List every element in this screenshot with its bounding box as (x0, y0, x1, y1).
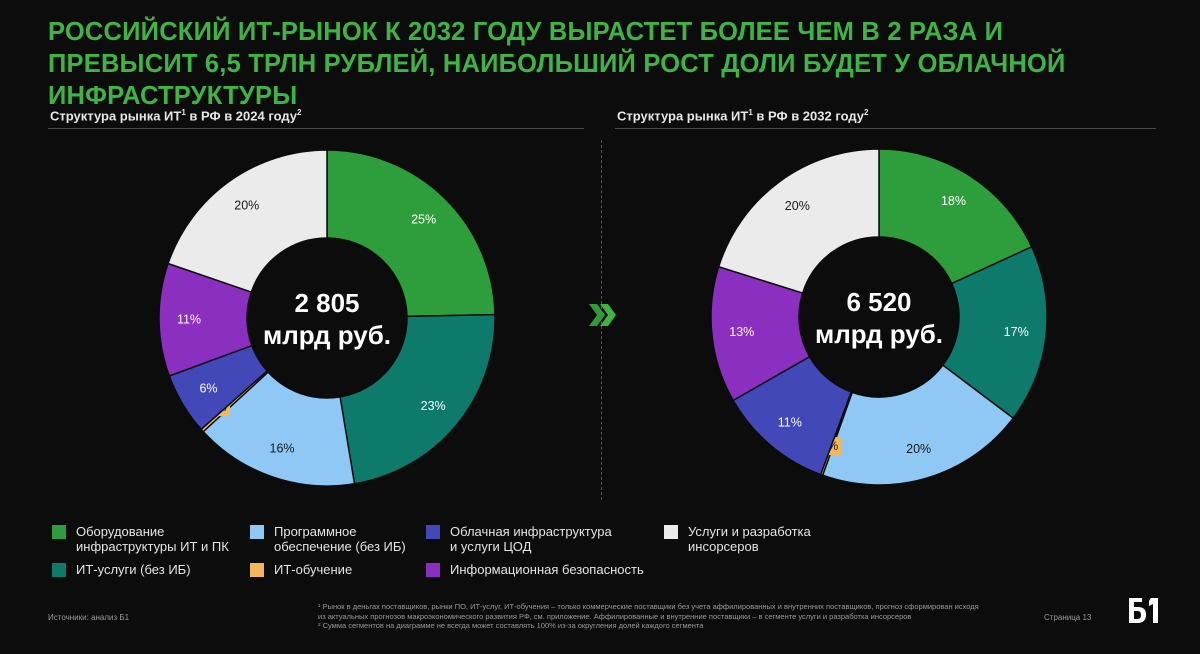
chevron-right-icon (589, 304, 616, 326)
center-total-value: 6 520 (846, 287, 911, 317)
center-total-value: 2 805 (294, 288, 359, 318)
legend-label: Облачная инфраструктура и услуги ЦОД (450, 524, 612, 554)
footnote-2: ² Сумма сегментов на диаграмме не всегда… (318, 621, 704, 630)
chart-2024-title: Структура рынка ИТ1 в РФ в 2024 году2 (50, 108, 302, 124)
slice-label: 20% (234, 199, 259, 213)
legend-label: Оборудование инфраструктуры ИТ и ПК (76, 524, 229, 554)
slice-label: 16% (270, 441, 295, 455)
legend-swatch (52, 525, 66, 539)
slice-label: 18% (941, 194, 966, 208)
legend-item-it-training: ИТ-обучение (250, 562, 352, 577)
slice-label: 6% (199, 382, 217, 396)
donut-hole (800, 238, 958, 396)
slice-label: 25% (411, 212, 436, 226)
chart-2024-title-rule (48, 128, 584, 129)
slice-label: 11% (177, 312, 201, 326)
slice-label: 17% (1004, 325, 1029, 339)
legend-swatch (664, 525, 678, 539)
donut-slice-программное-обеспечение-без-иб (821, 364, 1015, 486)
donut-slice-услуги-и-разработка-инсорсеров (167, 149, 328, 294)
legend-label: Услуги и разработка инсорсеров (688, 524, 811, 554)
center-divider (601, 140, 602, 500)
donut-hole (248, 239, 406, 397)
legend-swatch (52, 563, 66, 577)
chart-2032-title-rule (615, 128, 1156, 129)
legend-swatch (426, 563, 440, 577)
source-note: Источники: анализ Б1 (48, 613, 130, 622)
legend-item-hardware: Оборудование инфраструктуры ИТ и ПК (52, 524, 229, 554)
center-total-unit: млрд руб. (263, 320, 391, 350)
slice-label: 13% (729, 325, 754, 339)
legend-item-it-services: ИТ-услуги (без ИБ) (52, 562, 191, 577)
donut-slice-ит-услуги-без-иб (339, 313, 496, 485)
legend: Оборудование инфраструктуры ИТ и ПК Прог… (52, 522, 892, 582)
legend-label: Программное обеспечение (без ИБ) (274, 524, 406, 554)
legend-swatch (250, 525, 264, 539)
legend-swatch (426, 525, 440, 539)
center-total-unit: млрд руб. (815, 319, 943, 349)
slice-label: 23% (421, 399, 446, 413)
donut-slice-ит-услуги-без-иб (941, 245, 1048, 420)
slice-label: 11% (778, 415, 802, 429)
footnotes: ¹ Рынок в деньгах поставщиков, рынки ПО,… (318, 602, 986, 631)
footnote-1: ¹ Рынок в деньгах поставщиков, рынки ПО,… (318, 602, 979, 621)
donut-slice-услуги-и-разработка-инсорсеров (717, 148, 880, 294)
donut-slice-оборудование-инфраструктуры-ит-и-пк (326, 149, 496, 318)
legend-item-infosec: Информационная безопасность (426, 562, 644, 577)
chart-2032-title: Структура рынка ИТ1 в РФ в 2032 году2 (617, 108, 869, 124)
legend-item-software: Программное обеспечение (без ИБ) (250, 524, 406, 554)
page-headline: РОССИЙСКИЙ ИТ-РЫНОК К 2032 ГОДУ ВЫРАСТЕТ… (48, 18, 1066, 110)
legend-label: ИТ-услуги (без ИБ) (76, 562, 191, 577)
donut-slice-программное-обеспечение-без-иб (202, 371, 356, 487)
legend-swatch (250, 563, 264, 577)
slice-label: 20% (785, 199, 810, 213)
legend-label: ИТ-обучение (274, 562, 353, 577)
donut-slice-оборудование-инфраструктуры-ит-и-пк (878, 148, 1033, 285)
slice-label: 20% (906, 442, 931, 456)
legend-item-cloud: Облачная инфраструктура и услуги ЦОД (426, 524, 612, 554)
legend-item-custom-dev: Услуги и разработка инсорсеров (664, 524, 811, 554)
b1-logo (1129, 598, 1158, 623)
legend-label: Информационная безопасность (450, 562, 644, 577)
page-number: Страница 13 (1044, 613, 1092, 622)
